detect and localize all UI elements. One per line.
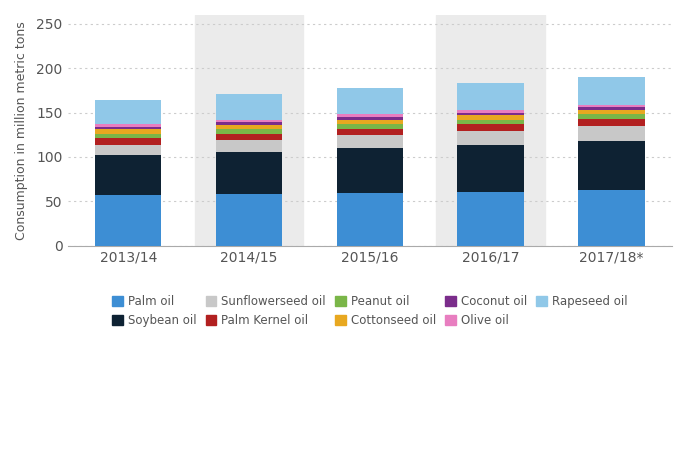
- Bar: [95, 138, 161, 144]
- Bar: [95, 124, 161, 127]
- Bar: [95, 144, 161, 155]
- Bar: [578, 114, 644, 119]
- Bar: [216, 152, 282, 194]
- Bar: [216, 120, 282, 122]
- Bar: [95, 195, 161, 245]
- Bar: [337, 193, 403, 245]
- Bar: [337, 135, 403, 148]
- Bar: [578, 119, 644, 126]
- Bar: [337, 148, 403, 193]
- Bar: [337, 114, 403, 117]
- Bar: [578, 126, 644, 141]
- Bar: [458, 145, 523, 191]
- Bar: [458, 83, 523, 110]
- Bar: [337, 117, 403, 120]
- Bar: [458, 191, 523, 245]
- Bar: [578, 141, 644, 190]
- Bar: [578, 105, 644, 107]
- Bar: [436, 15, 545, 245]
- Bar: [337, 88, 403, 114]
- Bar: [216, 94, 282, 120]
- Bar: [95, 155, 161, 195]
- Bar: [95, 129, 161, 134]
- Bar: [216, 194, 282, 245]
- Bar: [194, 15, 304, 245]
- Bar: [337, 128, 403, 135]
- Bar: [578, 110, 644, 114]
- Bar: [578, 77, 644, 105]
- Bar: [337, 120, 403, 124]
- Bar: [458, 131, 523, 145]
- Bar: [216, 129, 282, 134]
- Bar: [458, 120, 523, 124]
- Bar: [95, 134, 161, 138]
- Bar: [458, 124, 523, 131]
- Bar: [578, 190, 644, 245]
- Bar: [216, 134, 282, 140]
- Y-axis label: Consumption in million metric tons: Consumption in million metric tons: [15, 21, 28, 239]
- Bar: [216, 125, 282, 129]
- Bar: [216, 122, 282, 125]
- Bar: [337, 124, 403, 128]
- Bar: [458, 115, 523, 120]
- Bar: [458, 112, 523, 115]
- Bar: [95, 127, 161, 129]
- Bar: [216, 140, 282, 152]
- Legend: Palm oil, Soybean oil, Sunflowerseed oil, Palm Kernel oil, Peanut oil, Cottonsee: Palm oil, Soybean oil, Sunflowerseed oil…: [113, 296, 627, 327]
- Bar: [95, 100, 161, 124]
- Bar: [578, 107, 644, 110]
- Bar: [458, 110, 523, 112]
